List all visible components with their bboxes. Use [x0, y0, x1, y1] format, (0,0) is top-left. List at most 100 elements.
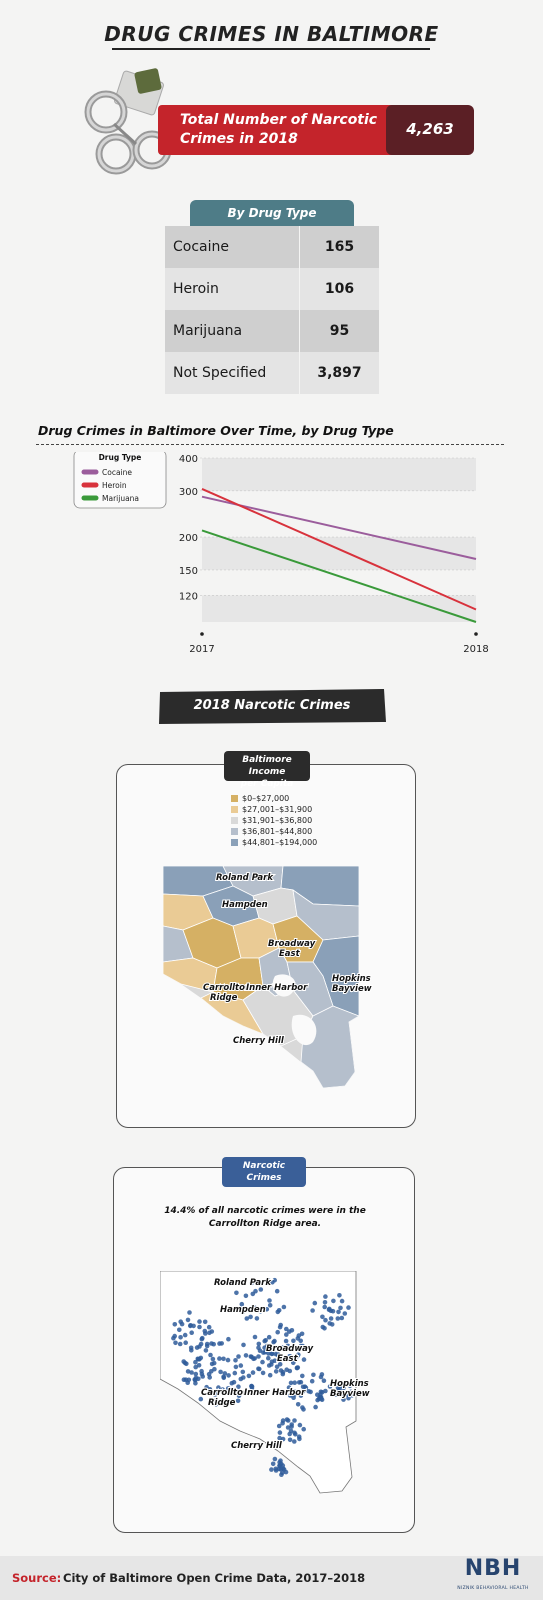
crime-point	[277, 1362, 283, 1367]
drug-count-cell: 95	[300, 310, 379, 352]
crime-point	[274, 1364, 280, 1370]
series-line-cocaine	[201, 495, 477, 560]
crime-point	[206, 1324, 212, 1330]
crime-point	[272, 1277, 277, 1283]
crime-point	[202, 1319, 208, 1325]
crime-point	[265, 1343, 270, 1348]
crime-point	[280, 1436, 286, 1442]
crime-point	[341, 1397, 346, 1402]
drug-count-cell: 3,897	[300, 352, 379, 394]
crime-point	[294, 1353, 300, 1359]
crime-point	[210, 1356, 216, 1362]
crime-point	[281, 1304, 287, 1310]
crime-point	[342, 1311, 348, 1316]
crime-map-tab: Narcotic Crimes	[222, 1157, 306, 1187]
crime-point	[191, 1323, 196, 1329]
crime-point	[203, 1348, 209, 1353]
crime-point	[322, 1304, 327, 1310]
crime-point	[193, 1371, 199, 1377]
crime-point	[183, 1340, 188, 1345]
crime-point	[238, 1376, 244, 1382]
chart-title-rule	[36, 444, 504, 445]
crime-point	[273, 1468, 279, 1473]
crime-point	[318, 1374, 324, 1380]
crime-point	[185, 1317, 191, 1323]
crime-point	[246, 1373, 252, 1379]
crime-point	[193, 1359, 198, 1365]
crime-point	[301, 1426, 306, 1432]
crime-point	[347, 1383, 353, 1389]
crime-point	[274, 1288, 280, 1294]
legend-item: $44,801–$194,000	[231, 837, 317, 848]
crime-point	[341, 1385, 346, 1391]
tab-label: per Capita	[240, 779, 294, 789]
crime-point	[301, 1357, 307, 1362]
crime-point	[300, 1384, 306, 1390]
crime-point	[291, 1338, 296, 1344]
crime-point	[264, 1307, 270, 1312]
source-text: City of Baltimore Open Crime Data, 2017–…	[63, 1571, 366, 1585]
section-brush-bg	[159, 689, 386, 724]
crime-point	[197, 1344, 202, 1349]
crime-point	[339, 1315, 345, 1321]
tab-label: Crimes	[246, 1173, 282, 1183]
crime-point	[278, 1368, 284, 1373]
series-line-marijuana	[201, 529, 477, 623]
crime-point	[321, 1378, 327, 1383]
crime-point	[327, 1384, 333, 1389]
crime-point	[271, 1347, 276, 1352]
crime-point	[273, 1369, 279, 1374]
legend-label: Marijuana	[102, 494, 139, 503]
crime-point	[249, 1280, 254, 1286]
crime-point	[217, 1356, 222, 1361]
crime-point	[323, 1317, 328, 1323]
crime-point	[269, 1467, 274, 1472]
crime-point	[211, 1341, 216, 1347]
crime-point	[251, 1356, 256, 1362]
crime-point	[320, 1324, 326, 1330]
crime-point	[256, 1345, 261, 1350]
crime-point	[273, 1351, 279, 1357]
crime-point	[220, 1387, 225, 1392]
crime-point	[207, 1375, 212, 1380]
crime-point	[287, 1393, 293, 1398]
legend-swatch	[231, 839, 238, 846]
x-tick-label: 2017	[189, 644, 214, 655]
chart-legend-box	[73, 452, 167, 509]
line-chart: 120 150 200 300 400 2017 2018 Drug Type Cocain…	[73, 452, 489, 655]
crime-point	[346, 1305, 351, 1310]
crime-point	[338, 1305, 343, 1311]
legend-label: Cocaine	[102, 468, 132, 477]
crime-point	[243, 1353, 249, 1358]
crime-point	[181, 1359, 186, 1364]
crime-point	[298, 1338, 303, 1344]
crime-point	[287, 1437, 293, 1443]
crime-point	[331, 1298, 336, 1304]
crime-point	[296, 1380, 302, 1385]
crime-point	[200, 1335, 205, 1341]
crime-point	[288, 1380, 294, 1386]
legend-swatch	[231, 817, 238, 824]
legend-swatch	[231, 806, 238, 813]
crime-point	[177, 1341, 183, 1347]
crime-point	[186, 1377, 192, 1383]
crime-point	[261, 1350, 266, 1355]
crime-point	[285, 1425, 291, 1430]
total-value: 4,263	[406, 120, 454, 138]
crime-point	[257, 1366, 262, 1372]
chart-band	[202, 458, 476, 491]
chart-band	[202, 595, 476, 622]
crime-point	[178, 1319, 183, 1324]
crime-point	[236, 1354, 241, 1359]
crime-point	[177, 1327, 182, 1333]
crime-point	[239, 1301, 245, 1307]
legend-item: $27,001–$31,900	[231, 804, 317, 815]
crime-point	[267, 1372, 273, 1378]
crime-point	[248, 1314, 253, 1320]
crime-point	[193, 1364, 198, 1370]
crime-point	[229, 1380, 235, 1386]
crime-point	[294, 1365, 300, 1371]
crime-point	[283, 1338, 289, 1344]
crime-point	[328, 1308, 334, 1314]
crime-point	[279, 1472, 284, 1477]
